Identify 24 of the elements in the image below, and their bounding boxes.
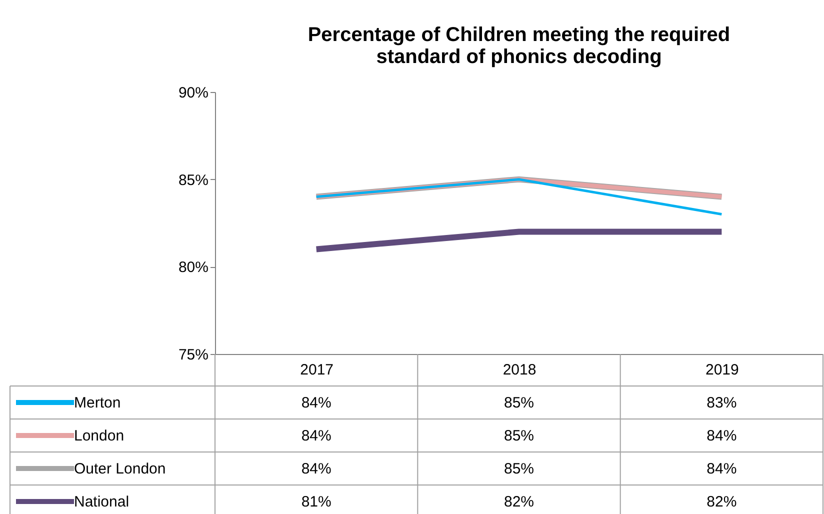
data-label: 84% xyxy=(301,460,332,478)
y-tick-label: 80% xyxy=(178,259,208,276)
x-tick-label: 2018 xyxy=(502,362,536,378)
y-tick-label: 75% xyxy=(178,346,208,364)
data-label: 85% xyxy=(504,460,534,478)
data-label: 81% xyxy=(301,494,332,510)
data-label: 84% xyxy=(301,394,332,412)
data-label: 84% xyxy=(706,460,737,478)
data-label: 85% xyxy=(504,394,534,412)
data-label: 83% xyxy=(706,394,737,412)
chart-title: Percentage of Children meeting the required standard of phonics decoding xyxy=(308,24,730,68)
data-label: 84% xyxy=(301,428,332,444)
legend-label: National xyxy=(74,494,130,510)
y-tick-label: 85% xyxy=(178,172,208,189)
data-label: 82% xyxy=(504,494,534,510)
x-tick-label: 2019 xyxy=(705,362,739,378)
data-label: 82% xyxy=(706,494,737,510)
legend-label: Outer London xyxy=(74,460,166,478)
data-label: 84% xyxy=(706,428,737,444)
legend-label: Merton xyxy=(74,394,121,412)
y-tick-label: 90% xyxy=(178,84,208,102)
data-label: 85% xyxy=(504,428,534,444)
legend-label: London xyxy=(74,428,124,444)
x-tick-label: 2017 xyxy=(300,362,334,378)
